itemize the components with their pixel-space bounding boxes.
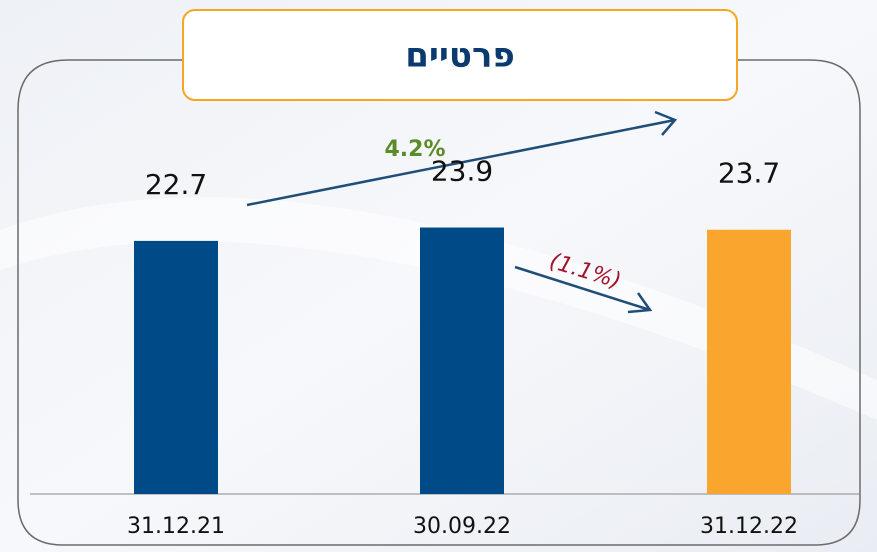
- x-tick-label: 31.12.21: [127, 514, 225, 539]
- bar: [420, 227, 504, 494]
- data-label: 22.7: [145, 168, 207, 201]
- annotation: 4.2%: [384, 137, 445, 162]
- frame: [17, 59, 861, 546]
- data-label: 23.9: [431, 155, 493, 188]
- title-box: [182, 9, 738, 101]
- chart-title: פרטיים: [405, 36, 515, 76]
- arrow: [246, 110, 678, 207]
- bar: [134, 240, 218, 494]
- x-tick-label: 31.12.22: [700, 514, 798, 539]
- x-tick-label: 30.09.22: [413, 514, 511, 539]
- data-label: 23.7: [718, 157, 780, 190]
- bar: [707, 229, 791, 494]
- arrow: [514, 265, 653, 314]
